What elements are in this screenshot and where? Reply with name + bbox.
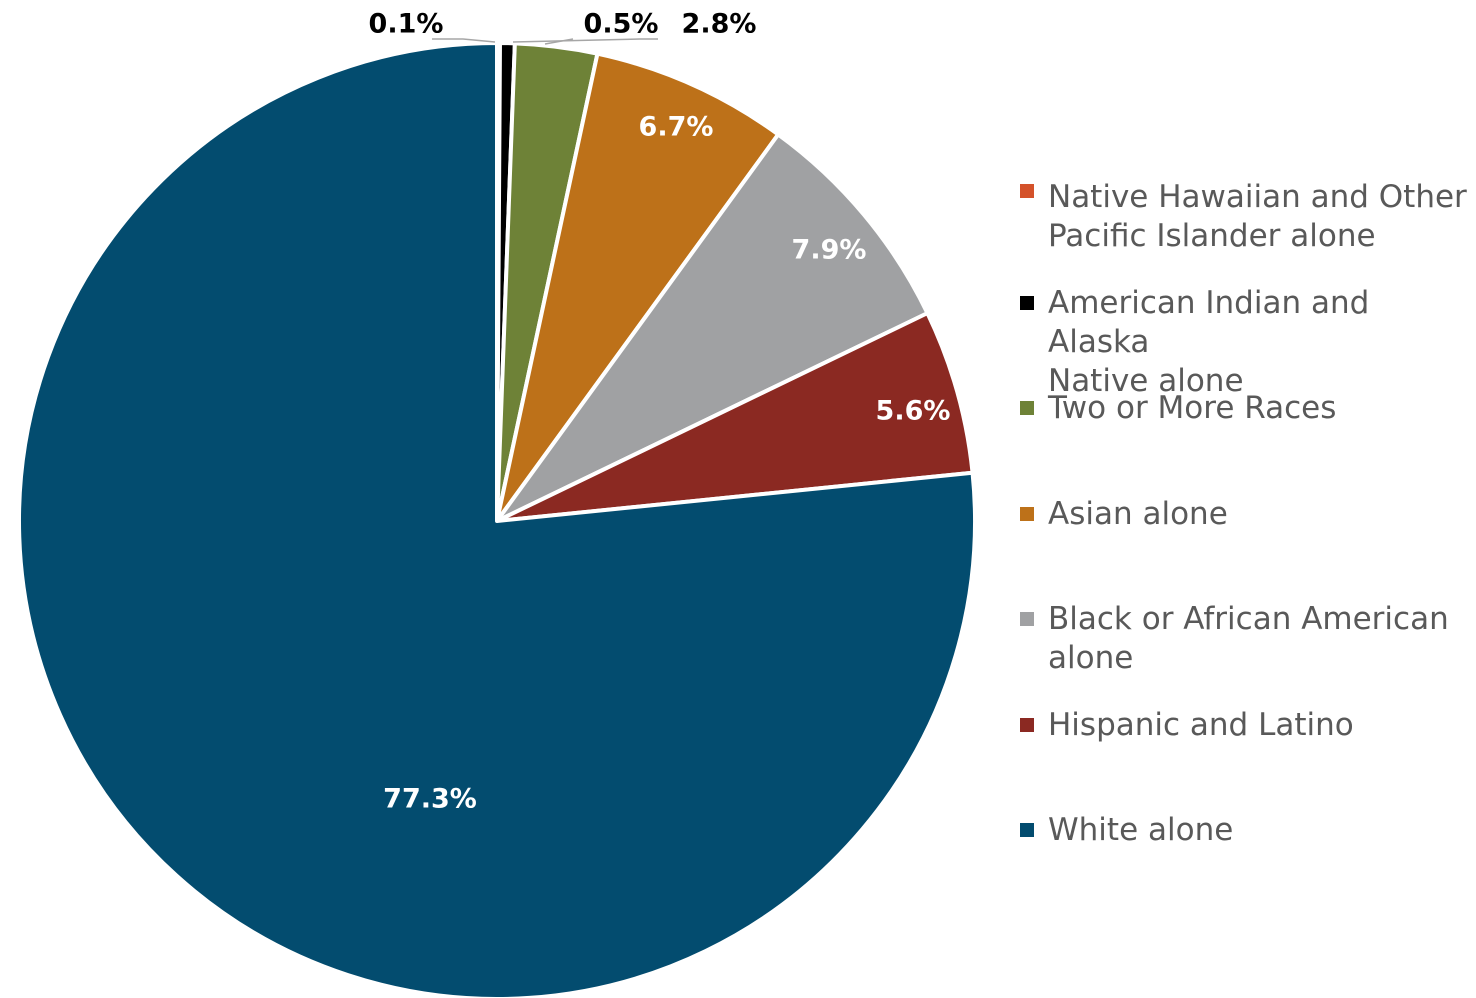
legend-label-american-indian: American Indian and Alaska Native alone — [1048, 284, 1468, 401]
data-label-two-or-more: 2.8% — [682, 9, 757, 40]
legend-label-native-hawaiian: Native Hawaiian and Other Pacific Island… — [1048, 178, 1468, 256]
legend-swatch-white — [1020, 823, 1034, 837]
legend-swatch-hispanic — [1020, 718, 1034, 732]
legend-label-line: alone — [1048, 640, 1134, 676]
legend-swatch-two-or-more — [1020, 401, 1034, 415]
legend-swatch-asian — [1020, 507, 1034, 521]
legend-label-hispanic: Hispanic and Latino — [1048, 706, 1468, 745]
data-label-hispanic: 5.6% — [876, 396, 951, 427]
data-label-white: 77.3% — [383, 784, 477, 815]
pie-slice-black — [495, 132, 930, 523]
legend-label-line: Black or African American — [1048, 601, 1449, 637]
legend-label-line: White alone — [1048, 812, 1234, 848]
legend-swatch-native-hawaiian — [1020, 184, 1034, 198]
legend-label-line: Hispanic and Latino — [1048, 707, 1354, 743]
legend-label-white: White alone — [1048, 811, 1468, 850]
pie-slice-white — [17, 41, 977, 998]
legend-swatch-american-indian — [1020, 296, 1034, 310]
leader-line-native-hawaiian — [432, 38, 496, 43]
legend-label-two-or-more: Two or More Races — [1048, 389, 1468, 428]
leader-line-two-or-more — [544, 38, 574, 45]
data-label-black: 7.9% — [792, 235, 867, 266]
leader-line-american-indian — [512, 38, 658, 43]
pie-slice-hispanic — [495, 311, 975, 523]
legend-label-line: Native Hawaiian and Other — [1048, 179, 1467, 215]
data-label-asian: 6.7% — [639, 112, 714, 143]
legend-label-black: Black or African American alone — [1048, 600, 1468, 678]
legend-label-asian: Asian alone — [1048, 495, 1468, 534]
legend-label-line: Asian alone — [1048, 496, 1228, 532]
legend-label-line: Pacific Islander alone — [1048, 218, 1376, 254]
data-label-native-hawaiian: 0.1% — [369, 9, 444, 40]
legend-swatch-black — [1020, 612, 1034, 626]
pie-slice-asian — [495, 51, 781, 523]
legend-label-line: Native alone — [1048, 363, 1244, 399]
legend-label-line: Two or More Races — [1048, 390, 1337, 426]
legend-label-line: American Indian and Alaska — [1048, 285, 1370, 360]
data-label-american-indian: 0.5% — [584, 9, 659, 40]
